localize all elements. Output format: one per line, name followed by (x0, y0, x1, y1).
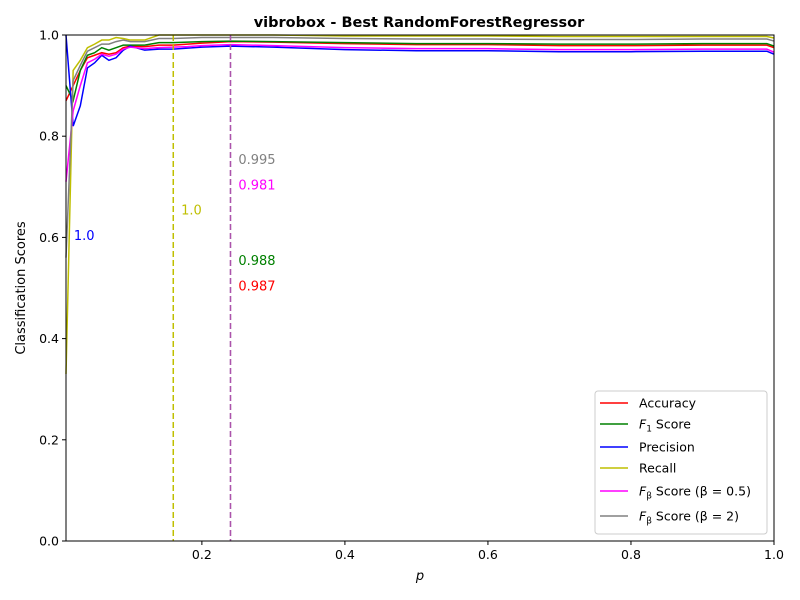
y-axis-ticks: 0.0 0.2 0.4 0.6 0.8 1.0 (39, 28, 66, 549)
y-tick-label-2: 0.4 (39, 331, 59, 346)
y-tick-label-4: 0.8 (39, 129, 59, 144)
annotation-2: 0.995 (238, 153, 275, 168)
x-tick-label-0: 0.2 (192, 547, 212, 562)
x-tick-label-4: 1.0 (764, 547, 784, 562)
legend: Accuracy F1 Score Precision Recall Fβ Score … (594, 390, 768, 535)
annotation-1: 1.0 (181, 204, 202, 219)
legend-label-2: Precision (639, 440, 695, 455)
y-axis-label: Classification Scores (14, 221, 29, 355)
x-axis-label: p (415, 569, 424, 584)
legend-label-0: Accuracy (639, 396, 697, 411)
y-tick-label-3: 0.6 (39, 230, 59, 245)
legend-label-4: Fβ Score (β = 0.5) (639, 484, 751, 502)
annotations: 1.0 1.0 0.995 0.981 0.988 0.987 (74, 153, 276, 295)
annotation-4: 0.988 (238, 254, 275, 269)
y-tick-label-5: 1.0 (39, 28, 59, 43)
legend-box (594, 390, 768, 535)
plot-frame (65, 34, 775, 542)
chart-title: vibrobox - Best RandomForestRegressor (254, 15, 585, 31)
x-tick-label-2: 0.6 (478, 547, 498, 562)
x-tick-label-1: 0.4 (335, 547, 355, 562)
legend-label-1: F1 Score (639, 417, 691, 435)
x-tick-label-3: 0.8 (621, 547, 641, 562)
legend-label-3: Recall (639, 461, 676, 476)
annotation-5: 0.987 (238, 279, 275, 294)
annotation-3: 0.981 (238, 178, 275, 193)
annotation-0: 1.0 (74, 229, 95, 244)
vertical-lines (172, 35, 232, 541)
y-tick-label-0: 0.0 (39, 534, 59, 549)
x-axis-ticks: 0.2 0.4 0.6 0.8 1.0 (192, 541, 784, 562)
series-line-1 (65, 40, 775, 104)
legend-label-5: Fβ Score (β = 2) (639, 509, 739, 527)
y-tick-label-1: 0.2 (39, 432, 59, 447)
